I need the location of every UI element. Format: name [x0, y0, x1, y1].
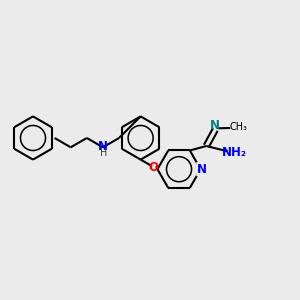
Text: CH₃: CH₃ — [230, 122, 248, 132]
Text: N: N — [210, 119, 220, 132]
Text: O: O — [149, 161, 159, 174]
Text: H: H — [100, 148, 107, 158]
Text: NH₂: NH₂ — [222, 146, 247, 159]
Text: N: N — [197, 163, 207, 176]
Text: N: N — [98, 140, 108, 153]
